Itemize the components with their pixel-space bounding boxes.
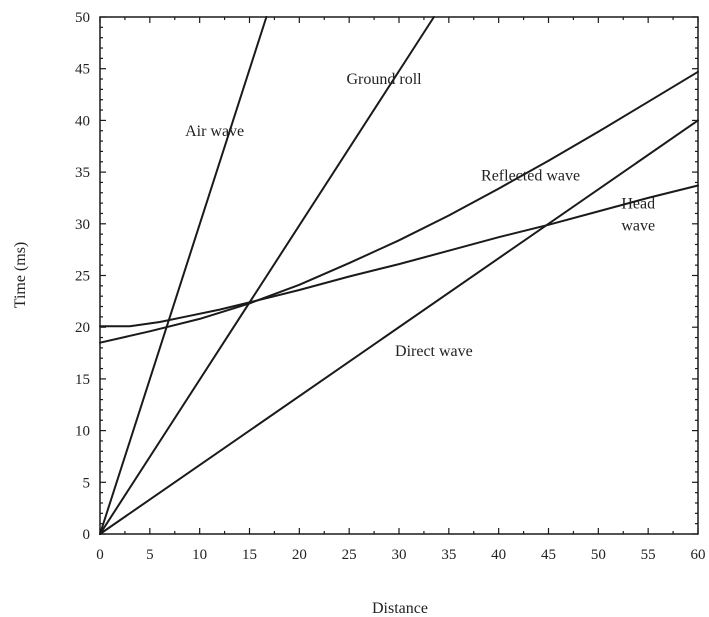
annotation-ground-roll: Ground roll xyxy=(346,71,422,88)
y-tick-label: 15 xyxy=(75,372,90,388)
x-tick-label: 20 xyxy=(292,547,307,563)
x-tick-label: 50 xyxy=(591,547,606,563)
y-tick-label: 30 xyxy=(75,217,90,233)
y-tick-label: 35 xyxy=(75,165,90,181)
series-line-ground-roll xyxy=(99,16,435,535)
plot-frame xyxy=(99,16,699,535)
x-axis-title: Distance xyxy=(372,600,428,617)
y-tick-label: 10 xyxy=(75,424,90,440)
series-line-reflected-wave xyxy=(99,70,699,344)
x-tick-label: 60 xyxy=(691,547,706,563)
y-tick-label: 25 xyxy=(75,269,90,285)
y-tick-label: 45 xyxy=(75,62,90,78)
x-tick-label: 25 xyxy=(342,547,357,563)
y-tick-label: 20 xyxy=(75,320,90,336)
x-tick-label: 10 xyxy=(192,547,207,563)
annotation-air-wave: Air wave xyxy=(185,123,244,140)
y-tick-label: 5 xyxy=(83,475,91,491)
y-tick-label: 50 xyxy=(75,10,90,26)
x-tick-label: 5 xyxy=(146,547,154,563)
annotation-direct-wave: Direct wave xyxy=(395,343,473,360)
y-tick-label: 0 xyxy=(83,527,91,543)
x-tick-label: 35 xyxy=(441,547,456,563)
series-line-head-wave xyxy=(99,184,699,328)
x-tick-label: 55 xyxy=(641,547,656,563)
x-tick-label: 30 xyxy=(392,547,407,563)
x-tick-label: 40 xyxy=(491,547,506,563)
annotation-reflected-wave: Reflected wave xyxy=(481,167,580,184)
x-tick-label: 15 xyxy=(242,547,257,563)
series-line-air-wave xyxy=(99,16,268,535)
x-tick-label: 45 xyxy=(541,547,556,563)
x-tick-label: 0 xyxy=(96,547,104,563)
annotation-head: Head xyxy=(621,195,655,212)
y-tick-label: 40 xyxy=(75,113,90,129)
y-axis-title: Time (ms) xyxy=(12,242,29,309)
series-line-direct-wave xyxy=(99,119,699,535)
annotation-head-line2: wave xyxy=(621,217,655,234)
